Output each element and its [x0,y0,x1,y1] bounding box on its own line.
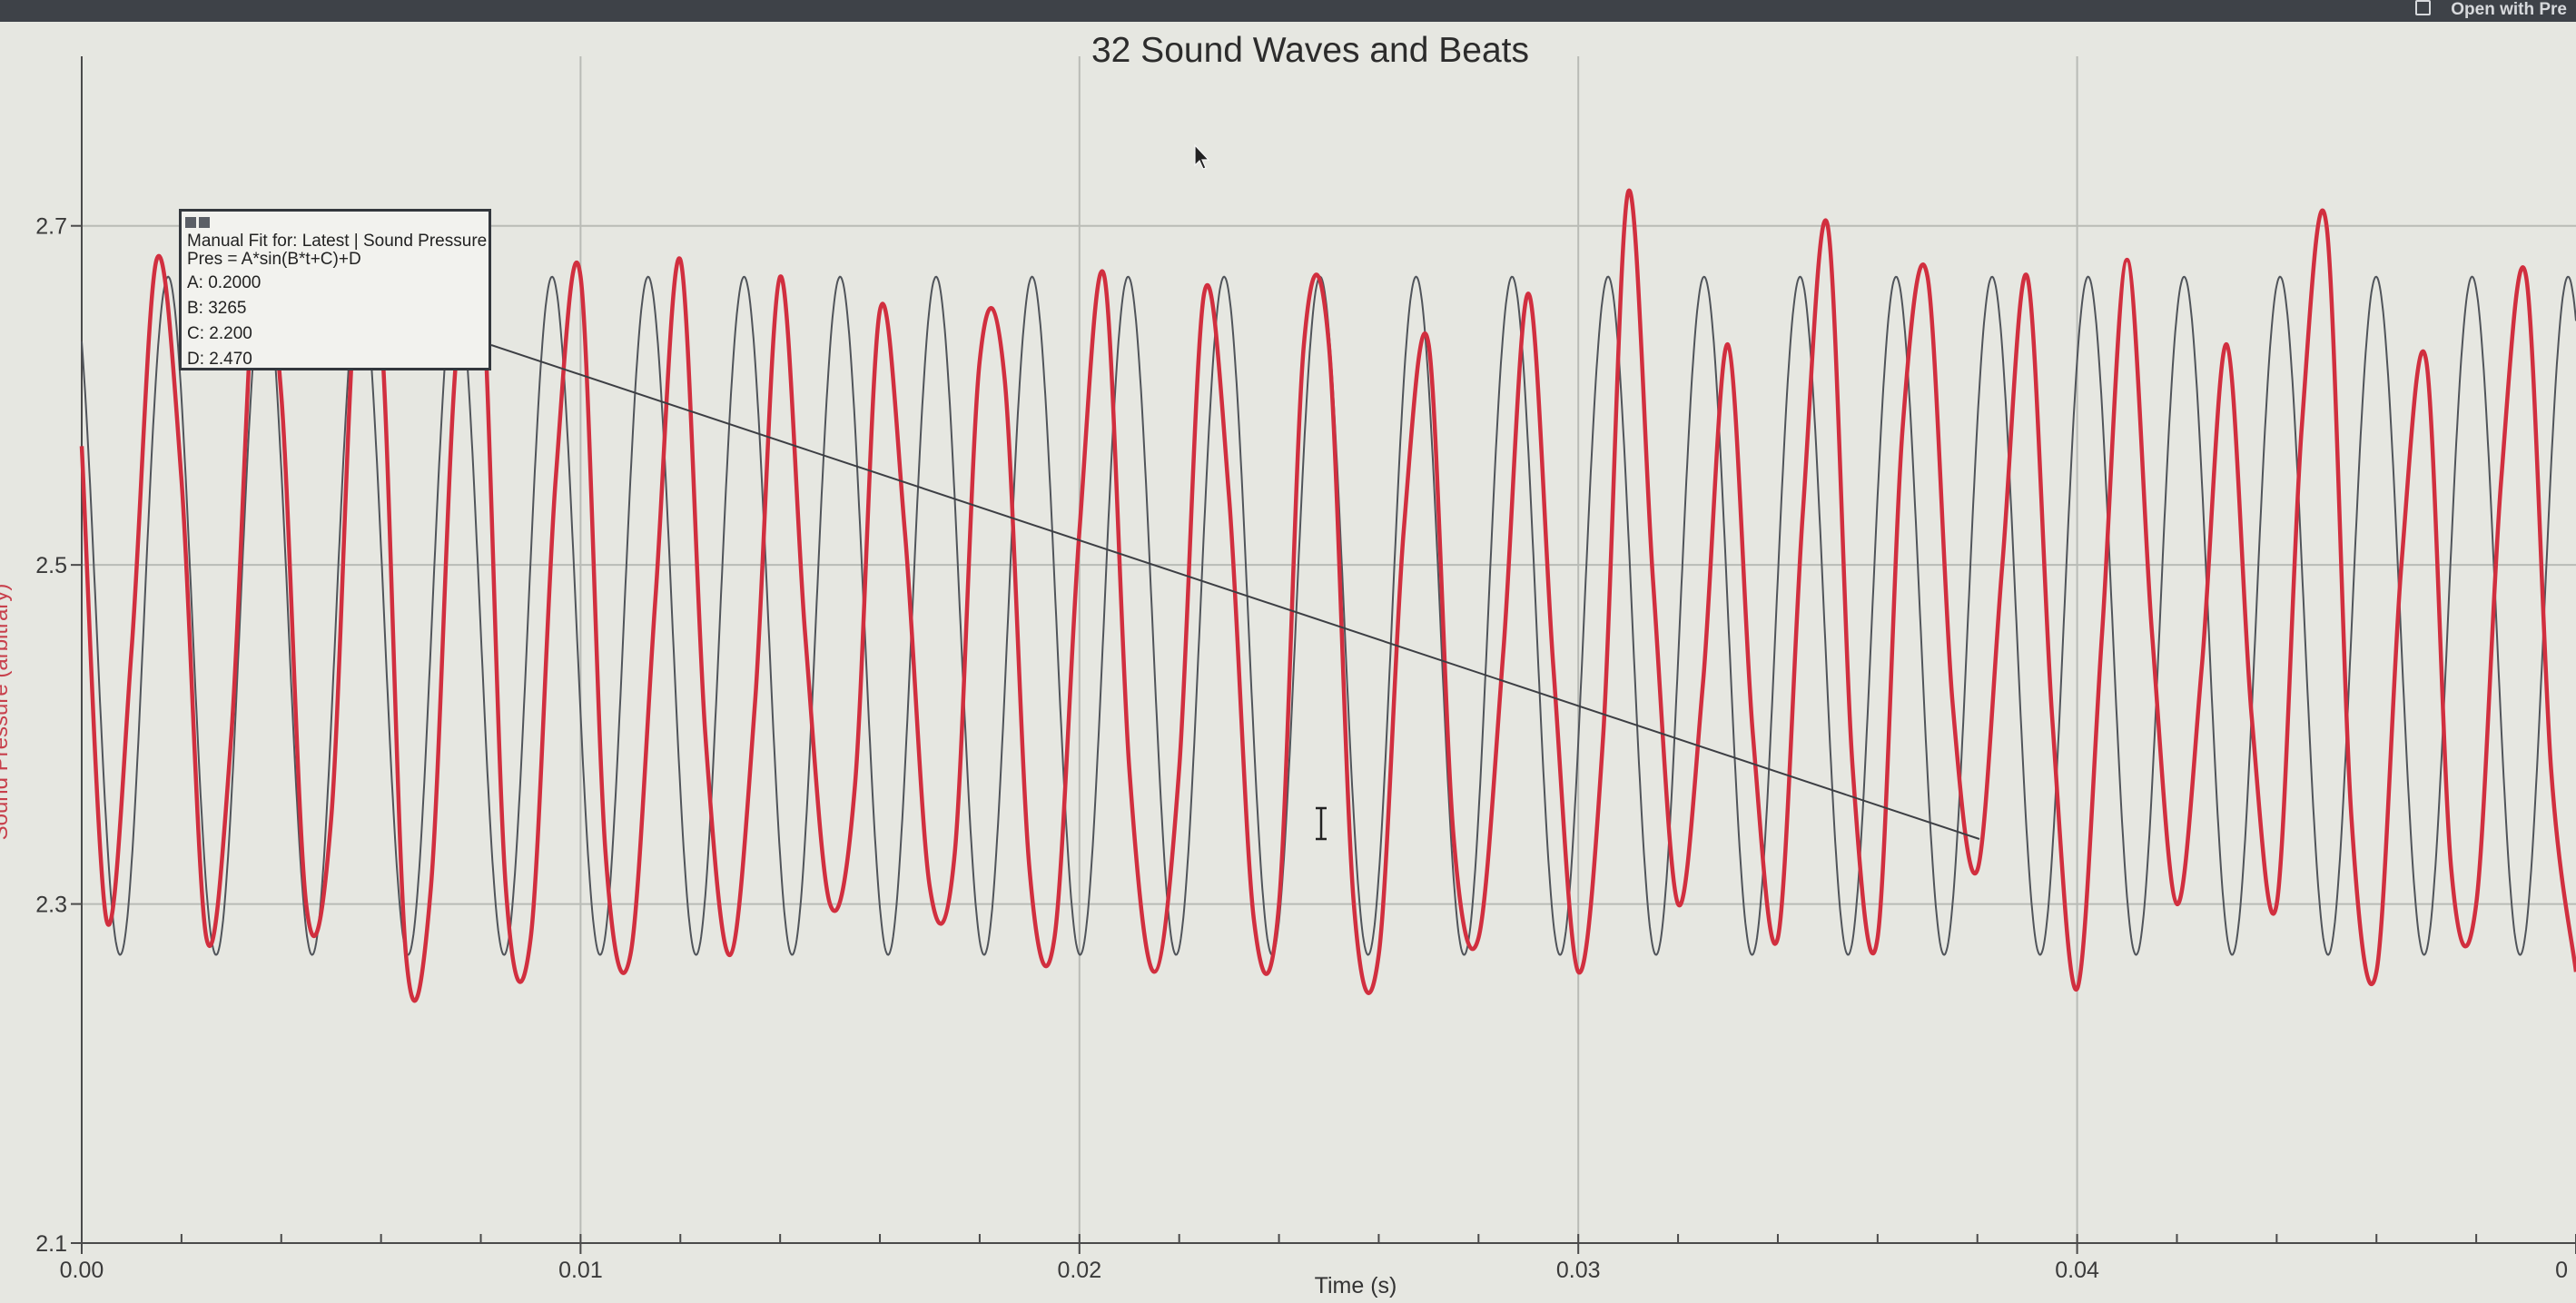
fit-param-d: D: 2.470 [187,350,252,369]
x-axis-label: Time (s) [1315,1273,1397,1298]
x-tick-label-0: 0.00 [60,1258,104,1283]
open-with-button[interactable]: Open with Pre [2415,0,2567,22]
x-tick-label-1: 0.01 [558,1258,603,1283]
open-with-icon [2415,0,2432,15]
x-tick-label-5: 0 [2555,1258,2568,1283]
top-toolbar: Open with Pre [0,0,2576,22]
open-with-label: Open with Pre [2451,0,2567,19]
tick-labels: 0.00 0.01 0.02 0.03 0.04 0 2.1 2.3 2.5 2.7 [35,214,2568,1283]
y-tick-label-1: 2.3 [35,893,67,918]
grid-lines [82,56,2576,1243]
mouse-pointer-icon [1194,143,1210,170]
fit-box-leader-line [490,344,1980,840]
y-tick-label-0: 2.1 [35,1231,67,1257]
fit-box-controls[interactable] [185,213,212,233]
fit-param-a: A: 0.2000 [187,273,262,292]
x-tick-label-3: 0.03 [1556,1258,1601,1283]
y-tick-label-3: 2.7 [35,214,67,240]
fit-param-c: C: 2.200 [187,324,252,343]
manual-fit-box[interactable]: Manual Fit for: Latest | Sound Pressure … [179,209,491,370]
y-axis-label: Sound Pressure (arbitrary) [0,584,13,841]
chart-title: 32 Sound Waves and Beats [1091,31,1529,70]
fit-box-edit-icon[interactable] [185,217,196,228]
x-tick-label-2: 0.02 [1057,1258,1101,1283]
fit-box-title: Manual Fit for: Latest | Sound Pressure [187,232,488,251]
y-tick-label-2: 2.5 [35,553,67,578]
fit-box-equation: Pres = A*sin(B*t+C)+D [187,250,361,269]
fit-box-close-icon[interactable] [199,217,210,228]
axes [71,56,2576,1254]
x-tick-label-4: 0.04 [2055,1258,2099,1283]
text-cursor-icon [1316,806,1327,841]
fit-param-b: B: 3265 [187,299,247,318]
